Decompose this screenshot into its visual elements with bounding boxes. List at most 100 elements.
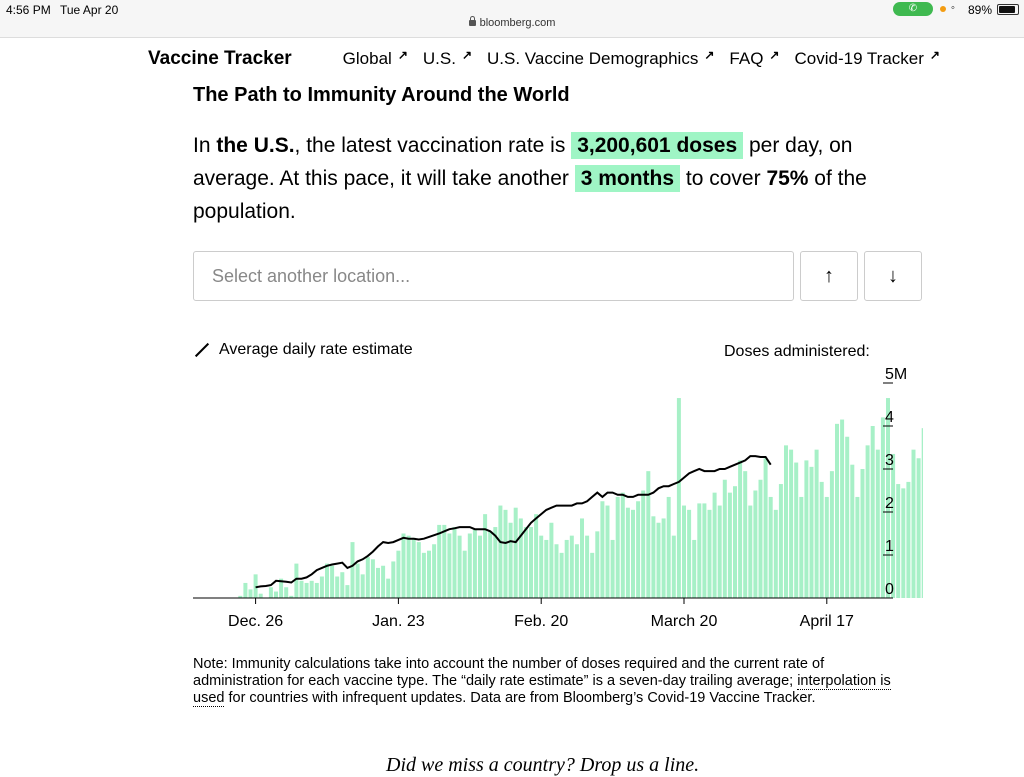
bar [768, 496, 773, 598]
bar [712, 492, 717, 598]
address-bar[interactable]: bloomberg.com [0, 16, 1024, 29]
y-tick-label: 3 [885, 452, 894, 469]
bar [365, 557, 370, 598]
bar [427, 550, 431, 598]
bar [549, 522, 554, 598]
bar [457, 535, 462, 598]
bar [799, 496, 804, 598]
bar [564, 539, 569, 598]
status-time: 4:56 PM [6, 3, 51, 17]
bar [722, 479, 727, 598]
bar [676, 398, 681, 598]
bar [335, 576, 340, 598]
bar [279, 578, 284, 598]
nav-link-global[interactable]: Global ↗ [342, 48, 408, 68]
bar [687, 509, 692, 598]
bar [702, 503, 707, 598]
bar [386, 578, 391, 598]
bar [580, 518, 584, 598]
chart-legend: Average daily rate estimate [193, 341, 413, 359]
bar [488, 531, 493, 598]
external-link-icon: ↗ [769, 48, 780, 62]
bar [809, 466, 814, 598]
bar [901, 488, 906, 598]
bar [748, 505, 753, 598]
bar [600, 501, 605, 598]
bar [345, 585, 350, 598]
sort-up-button[interactable]: ↑ [800, 251, 858, 301]
external-link-icon: ↗ [929, 48, 940, 62]
external-link-icon: ↗ [461, 48, 472, 62]
bar [804, 460, 809, 598]
bar [906, 481, 911, 598]
bar [309, 580, 314, 598]
bar [325, 563, 329, 598]
bar [238, 595, 243, 598]
bar [682, 505, 686, 598]
nav-link-covid-tracker[interactable]: Covid-19 Tracker ↗ [794, 48, 940, 68]
bar [376, 567, 380, 598]
bar [595, 531, 600, 598]
bar [304, 582, 309, 598]
bar [819, 481, 824, 598]
bar [442, 524, 447, 598]
bar [763, 458, 768, 598]
bar [544, 539, 549, 598]
arrow-down-icon: ↓ [888, 264, 898, 287]
bar [610, 539, 615, 598]
bar [529, 527, 533, 598]
bar [814, 449, 819, 598]
bar [370, 559, 375, 598]
bar [666, 496, 671, 598]
y-tick-label: 2 [885, 495, 894, 512]
rate-highlight: 3,200,601 doses [571, 132, 744, 159]
bar [835, 423, 839, 598]
sort-down-button[interactable]: ↓ [864, 251, 922, 301]
bar [753, 490, 758, 598]
bar [855, 496, 860, 598]
bar [503, 509, 508, 598]
line-legend-icon [194, 342, 210, 358]
bar [870, 426, 875, 598]
nav-link-us[interactable]: U.S. ↗ [422, 48, 472, 68]
bar [921, 428, 923, 598]
bar [268, 587, 273, 598]
nav-link-demographics[interactable]: U.S. Vaccine Demographics ↗ [487, 48, 715, 68]
feedback-prompt[interactable]: Did we miss a country? Drop us a line. [386, 754, 700, 776]
bar [294, 563, 299, 598]
external-link-icon: ↗ [704, 48, 715, 62]
bar [794, 462, 799, 598]
summary-text: In the U.S., the latest vaccination rate… [193, 132, 867, 223]
bar [692, 539, 697, 598]
call-indicator-icon[interactable]: ✆ [893, 2, 933, 16]
bar [860, 469, 865, 598]
bar [625, 507, 630, 598]
bar [539, 535, 544, 598]
interpolation-link[interactable]: interpolation is used [193, 673, 891, 707]
bar [896, 484, 901, 598]
location-name: the U.S. [216, 134, 295, 157]
bar [523, 527, 528, 598]
duration-highlight: 3 months [574, 165, 681, 192]
y-axis-title: Doses administered: [724, 343, 870, 360]
location-search [193, 251, 794, 301]
battery-percent: 89% [968, 3, 993, 17]
bar [824, 496, 829, 598]
brand-title[interactable]: Vaccine Tracker [148, 48, 292, 69]
bar [880, 417, 885, 598]
bar [452, 527, 457, 598]
bar [778, 484, 783, 598]
mic-indicator-icon [940, 6, 946, 12]
nav-link-faq[interactable]: FAQ ↗ [729, 48, 780, 68]
bar [661, 518, 666, 598]
battery-icon [997, 4, 1019, 15]
bar [258, 593, 263, 598]
x-tick-label: April 17 [800, 613, 854, 630]
wifi-icon: ◦ [951, 2, 955, 14]
bar [498, 505, 503, 598]
location-search-input[interactable] [194, 252, 793, 300]
bar [493, 527, 498, 598]
bar [707, 509, 712, 598]
lock-icon [468, 16, 476, 26]
bar [697, 503, 702, 598]
